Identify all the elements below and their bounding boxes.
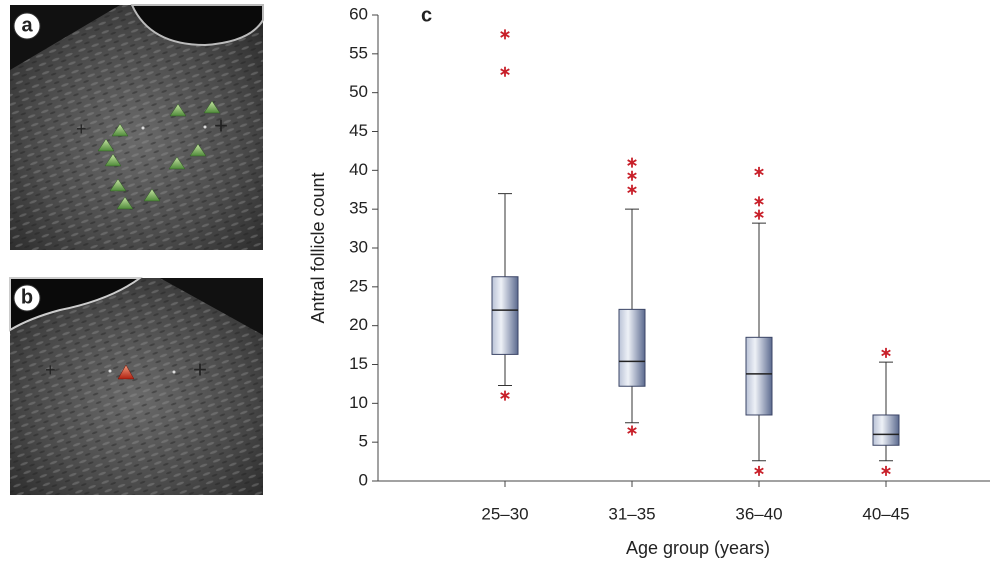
- outlier: [755, 167, 764, 177]
- y-tick-label: 20: [349, 315, 368, 334]
- svg-text:+: +: [214, 112, 228, 139]
- whisker-lower: [752, 415, 766, 461]
- figure: + + a + + b c Age group (years) Antral fol…: [0, 0, 1003, 565]
- page: {"panel_labels": ["a", "b"], "chart_data…: [0, 0, 1003, 565]
- box: [619, 309, 645, 386]
- outlier: [755, 466, 764, 476]
- ultrasound-image-a: + + a: [10, 5, 263, 250]
- x-tick-label: 40–45: [862, 504, 909, 523]
- y-tick-label: 60: [349, 4, 368, 23]
- box: [492, 277, 518, 355]
- whisker-upper: [498, 194, 512, 277]
- y-axis-label: Antral follicle count: [308, 172, 328, 323]
- box: [873, 415, 899, 445]
- y-tick-label: 55: [349, 43, 368, 62]
- whisker-upper: [625, 209, 639, 309]
- panel-label: a: [21, 14, 33, 36]
- outlier: [501, 67, 510, 77]
- y-tick-label: 50: [349, 82, 368, 101]
- y-tick-label: 45: [349, 121, 368, 140]
- y-tick-label: 40: [349, 160, 368, 179]
- x-tick-label: 36–40: [735, 504, 782, 523]
- svg-text:+: +: [76, 119, 87, 139]
- y-tick-label: 30: [349, 237, 368, 256]
- y-tick-label: 5: [359, 432, 368, 451]
- whisker-upper: [879, 362, 893, 415]
- whisker-lower: [625, 386, 639, 423]
- whisker-lower: [879, 445, 893, 461]
- y-tick-label: 10: [349, 393, 368, 412]
- panel-label: c: [421, 4, 432, 26]
- svg-text:+: +: [45, 360, 56, 380]
- outlier: [882, 466, 891, 476]
- outlier: [882, 348, 891, 358]
- x-axis-label: Age group (years): [626, 538, 770, 558]
- box: [746, 337, 772, 415]
- x-tick-label: 31–35: [608, 504, 655, 523]
- outlier: [755, 210, 764, 220]
- ultrasound-image-b: + + b: [10, 278, 263, 495]
- outlier: [501, 391, 510, 401]
- outlier: [628, 158, 637, 168]
- panel-label: b: [21, 286, 33, 308]
- y-tick-label: 0: [359, 470, 368, 489]
- x-tick-label: 25–30: [481, 504, 528, 523]
- y-tick-label: 15: [349, 354, 368, 373]
- outlier: [628, 185, 637, 195]
- outlier: [628, 171, 637, 181]
- outlier: [755, 196, 764, 206]
- whisker-lower: [498, 354, 512, 385]
- outlier: [628, 426, 637, 436]
- outlier: [501, 29, 510, 39]
- y-tick-label: 35: [349, 199, 368, 218]
- svg-text:+: +: [193, 356, 207, 383]
- y-tick-label: 25: [349, 276, 368, 295]
- whisker-upper: [752, 223, 766, 337]
